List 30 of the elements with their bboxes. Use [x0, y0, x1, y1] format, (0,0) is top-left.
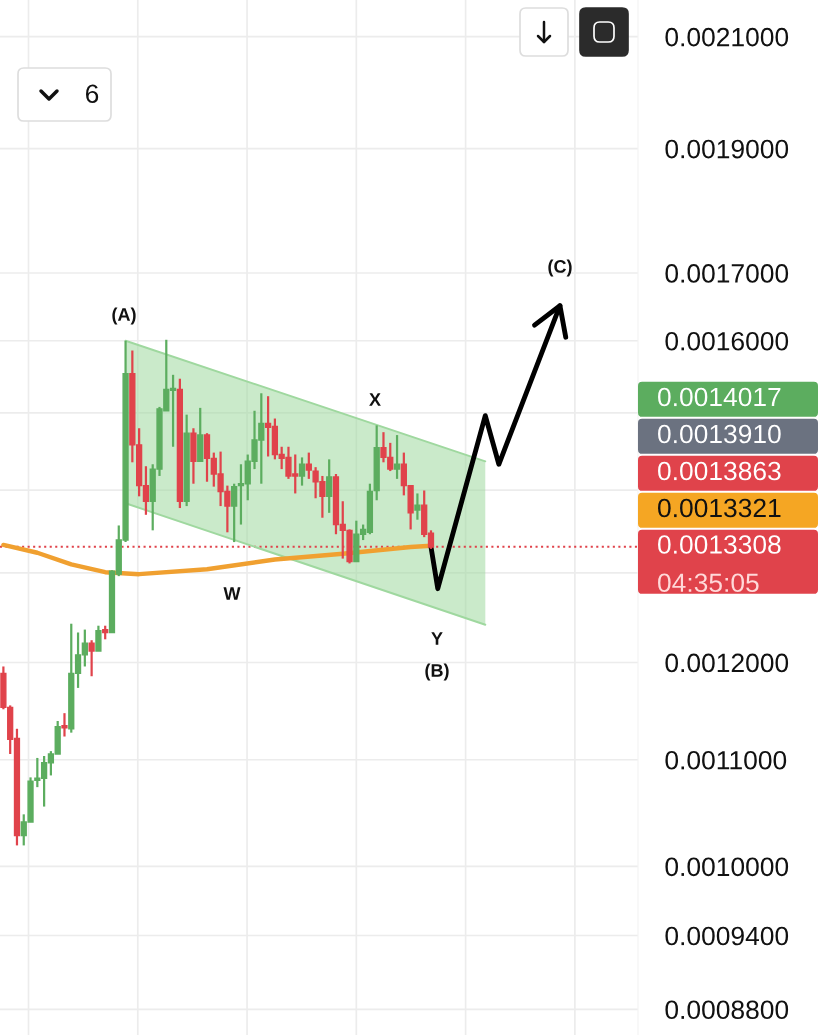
annotation: (A) [112, 307, 136, 325]
candlestick [88, 639, 95, 678]
y-tick-label: 0.0019000 [665, 139, 789, 159]
y-tick-label: 0.0010000 [665, 857, 789, 877]
y-tick-label: 0.0012000 [665, 653, 789, 673]
annotation: W [223, 587, 241, 600]
candlestick [326, 458, 333, 514]
annotation: (B) [425, 663, 449, 681]
y-tick-label: 0.0017000 [665, 264, 789, 283]
candlestick [393, 433, 401, 480]
text: 0.0013910 [658, 424, 781, 444]
text: 04:35:05 [658, 573, 759, 593]
candlestick [298, 456, 306, 487]
annotation: (C) [548, 259, 572, 277]
text: 0.0014017 [658, 387, 781, 407]
candlestick [95, 624, 102, 653]
text: 0.0013321 [658, 498, 781, 518]
ref-line-label: 0.0013308 [658, 535, 781, 554]
y-tick-label: 0.0009400 [665, 926, 789, 946]
annotation: X [369, 393, 381, 406]
y-tick-label: 0.0016000 [665, 331, 789, 351]
candlestick [231, 482, 238, 544]
y-tick-label: 0.0011000 [665, 750, 787, 770]
text: 0.0013863 [658, 461, 781, 481]
candlestick [61, 712, 68, 738]
annotation: Y [431, 632, 443, 645]
y-tick-label: 0.0021000 [665, 27, 789, 47]
annotation: 6 [86, 84, 99, 104]
y-tick-label: 0.0008800 [665, 1000, 789, 1020]
candlestick [414, 492, 421, 521]
